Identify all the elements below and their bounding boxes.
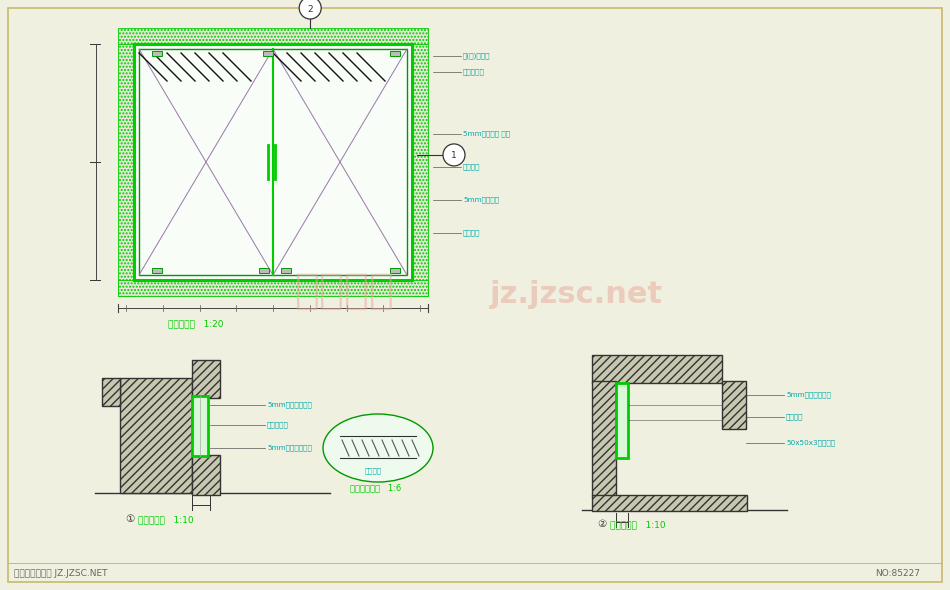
- Bar: [118, 44, 134, 296]
- Text: 门洞大样图   1:10: 门洞大样图 1:10: [610, 520, 666, 529]
- Text: 门洞大样图   1:10: 门洞大样图 1:10: [138, 515, 194, 524]
- Text: 5mm钢化玻璃 单片: 5mm钢化玻璃 单片: [463, 130, 510, 137]
- Bar: [152, 51, 162, 56]
- Bar: [592, 355, 722, 383]
- Bar: [722, 381, 746, 429]
- Text: 石(竹)饰面板: 石(竹)饰面板: [463, 53, 490, 59]
- Bar: [118, 28, 428, 44]
- Text: 典尚建筑素材网 JZ.JZSC.NET: 典尚建筑素材网 JZ.JZSC.NET: [14, 569, 107, 578]
- Text: 5mm钢化玻璃单片: 5mm钢化玻璃单片: [267, 444, 312, 451]
- Ellipse shape: [323, 414, 433, 482]
- Text: 50x50x3角钢固定: 50x50x3角钢固定: [786, 440, 835, 446]
- Text: 1: 1: [451, 152, 457, 160]
- Circle shape: [299, 0, 321, 19]
- Text: 门槛垫块: 门槛垫块: [365, 467, 382, 474]
- Text: 5mm钢化玻璃单片: 5mm钢化玻璃单片: [267, 402, 312, 408]
- Bar: [192, 396, 208, 456]
- Bar: [120, 378, 192, 493]
- Text: 门槛垫块详图   1:6: 门槛垫块详图 1:6: [350, 483, 401, 492]
- Bar: [390, 51, 400, 56]
- Text: 铝合金边框: 铝合金边框: [267, 421, 289, 428]
- Text: ①: ①: [125, 514, 134, 524]
- Circle shape: [443, 144, 465, 166]
- Text: jz.jzsc.net: jz.jzsc.net: [490, 280, 663, 309]
- Bar: [102, 378, 120, 406]
- Bar: [281, 268, 291, 273]
- Text: 铝合金槽: 铝合金槽: [786, 414, 804, 420]
- Bar: [118, 280, 428, 296]
- Text: ②: ②: [597, 519, 606, 529]
- Bar: [263, 51, 273, 56]
- Text: 5mm钢化玻璃单片: 5mm钢化玻璃单片: [786, 392, 831, 398]
- Text: 2: 2: [308, 5, 313, 14]
- Text: 玻璃门框: 玻璃门框: [463, 230, 481, 236]
- Bar: [152, 268, 162, 273]
- Text: 玻璃门铰: 玻璃门铰: [463, 163, 481, 170]
- Bar: [259, 268, 269, 273]
- Text: NO:85227: NO:85227: [875, 569, 920, 578]
- Bar: [192, 455, 220, 495]
- Bar: [134, 44, 412, 280]
- Bar: [192, 360, 220, 398]
- Bar: [390, 268, 400, 273]
- Text: 5mm钢化玻璃: 5mm钢化玻璃: [463, 196, 499, 203]
- Bar: [592, 495, 747, 511]
- Bar: [616, 383, 628, 458]
- Bar: [139, 49, 407, 275]
- Bar: [412, 44, 428, 296]
- Text: 典尚素材: 典尚素材: [295, 270, 395, 312]
- Text: 门洞立面图   1:20: 门洞立面图 1:20: [168, 319, 223, 328]
- Bar: [592, 381, 616, 496]
- Text: 不锈钢边框: 不锈钢边框: [463, 68, 484, 75]
